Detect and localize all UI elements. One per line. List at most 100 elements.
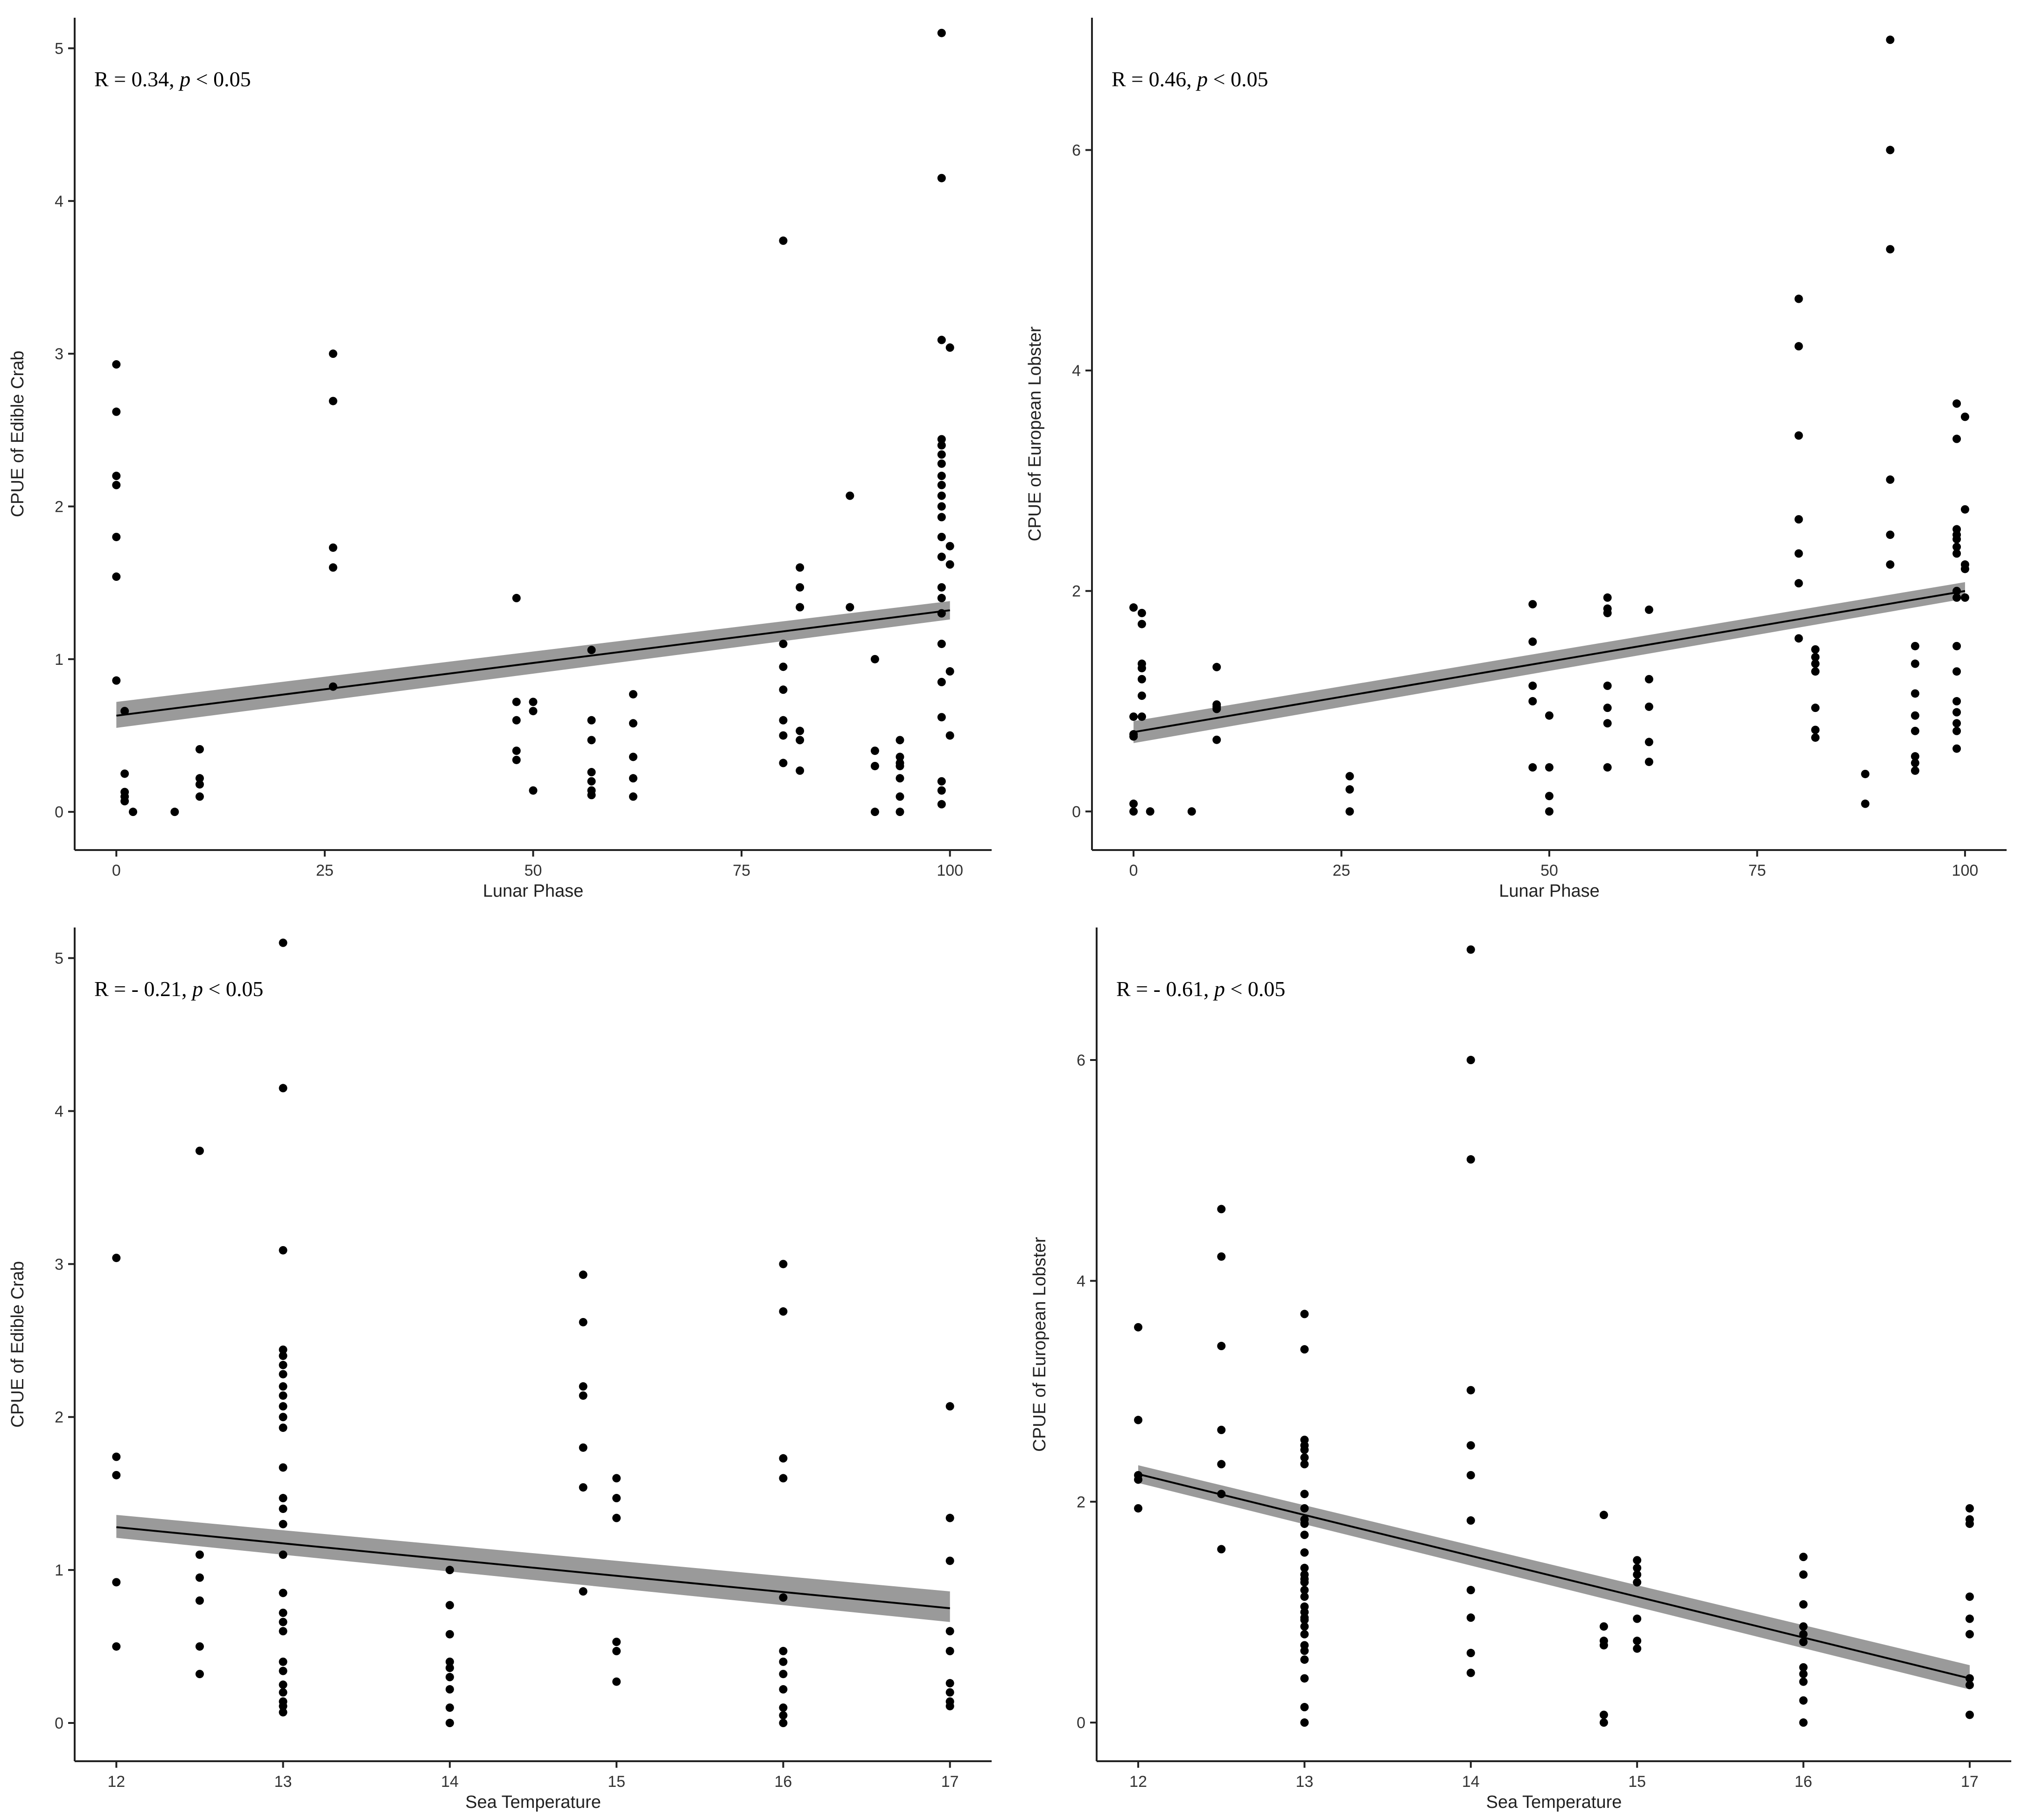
x-axis-title: Lunar Phase xyxy=(483,881,584,901)
data-point xyxy=(937,335,946,344)
data-point xyxy=(937,502,946,511)
data-point xyxy=(1952,719,1961,728)
y-tick-label: 5 xyxy=(55,40,63,57)
data-point xyxy=(937,459,946,468)
data-point xyxy=(1217,1425,1226,1434)
data-point xyxy=(1129,732,1138,741)
x-tick-label: 75 xyxy=(1749,862,1766,879)
data-point xyxy=(796,726,805,735)
data-point xyxy=(1644,757,1653,766)
data-point xyxy=(1212,662,1221,671)
y-tick-label: 2 xyxy=(55,1409,63,1426)
data-point xyxy=(945,560,954,569)
data-point xyxy=(512,755,521,764)
data-point xyxy=(1300,1504,1309,1513)
x-tick-label: 12 xyxy=(107,1773,125,1791)
x-tick-label: 15 xyxy=(1628,1773,1646,1791)
data-point xyxy=(1644,675,1653,683)
data-point xyxy=(279,1708,287,1717)
data-point xyxy=(195,774,204,783)
data-point xyxy=(279,1701,287,1710)
data-point xyxy=(529,697,538,706)
data-point xyxy=(937,593,946,602)
data-point xyxy=(195,1573,204,1582)
data-point xyxy=(195,780,204,789)
data-point xyxy=(1965,1710,1974,1719)
data-point xyxy=(1528,637,1537,646)
panel-crab-temperature: Sea Temperature CPUE of Edible Crab 12 13… xyxy=(8,927,992,1812)
data-point xyxy=(195,792,204,801)
data-point xyxy=(1911,766,1919,775)
data-point xyxy=(329,349,337,358)
data-point xyxy=(279,1657,287,1666)
data-point xyxy=(195,745,204,753)
y-tick-label: 4 xyxy=(55,193,63,210)
data-point xyxy=(279,938,287,947)
data-point xyxy=(579,1587,588,1596)
data-point xyxy=(1952,535,1961,544)
y-tick-label: 0 xyxy=(1077,1714,1085,1732)
data-point xyxy=(1466,1386,1475,1395)
data-point xyxy=(279,1520,287,1528)
data-point xyxy=(1466,1155,1475,1164)
data-point xyxy=(1603,593,1612,602)
data-point xyxy=(1345,785,1354,794)
y-axis-title: CPUE of European Lobster xyxy=(1030,1237,1049,1452)
data-point xyxy=(579,1318,588,1326)
data-point xyxy=(112,472,121,481)
data-point xyxy=(1217,1460,1226,1469)
data-point xyxy=(779,731,788,740)
data-point xyxy=(1134,1416,1143,1424)
data-point xyxy=(1603,681,1612,690)
data-point xyxy=(279,1246,287,1255)
data-point xyxy=(579,1483,588,1492)
data-point xyxy=(896,753,904,761)
data-point xyxy=(1911,759,1919,767)
data-point xyxy=(445,1630,454,1639)
data-point xyxy=(1794,342,1803,351)
data-point xyxy=(1794,515,1803,524)
data-point xyxy=(1300,1674,1309,1683)
data-point xyxy=(937,640,946,649)
data-point xyxy=(779,1719,788,1728)
data-point xyxy=(1799,1663,1808,1672)
data-point xyxy=(1300,1563,1309,1572)
data-point xyxy=(120,769,129,778)
data-point xyxy=(796,736,805,745)
data-point xyxy=(279,1618,287,1626)
data-point xyxy=(112,676,121,685)
data-point xyxy=(629,719,637,728)
data-point xyxy=(937,713,946,722)
data-point xyxy=(870,655,879,663)
data-point xyxy=(612,1677,621,1686)
data-point xyxy=(1603,763,1612,772)
x-tick-label: 12 xyxy=(1129,1773,1147,1791)
data-point xyxy=(1137,664,1146,673)
data-point xyxy=(1952,667,1961,676)
annotation-lobster-lunar: R = 0.46, p < 0.05 xyxy=(1112,67,1268,91)
annotation-lobster-temperature: R = - 0.61, p < 0.05 xyxy=(1116,977,1285,1001)
data-point xyxy=(846,603,854,612)
data-point xyxy=(329,397,337,405)
y-tick-label: 6 xyxy=(1072,142,1081,160)
data-point xyxy=(587,716,596,725)
y-tick-label: 0 xyxy=(1072,803,1081,821)
data-point xyxy=(779,1670,788,1679)
data-point xyxy=(1886,245,1895,254)
data-point xyxy=(870,808,879,816)
data-point xyxy=(779,759,788,767)
data-point xyxy=(1466,945,1475,954)
data-point xyxy=(1633,1637,1642,1646)
data-point xyxy=(1300,1345,1309,1354)
data-point xyxy=(1799,1638,1808,1646)
data-point xyxy=(1886,35,1895,44)
data-point xyxy=(112,532,121,541)
data-point xyxy=(937,532,946,541)
data-point xyxy=(112,360,121,369)
data-point xyxy=(1466,1613,1475,1622)
data-point xyxy=(1134,1504,1143,1513)
data-point xyxy=(1952,399,1961,408)
data-point xyxy=(1603,704,1612,712)
data-point xyxy=(1466,1586,1475,1595)
data-point xyxy=(279,1413,287,1422)
